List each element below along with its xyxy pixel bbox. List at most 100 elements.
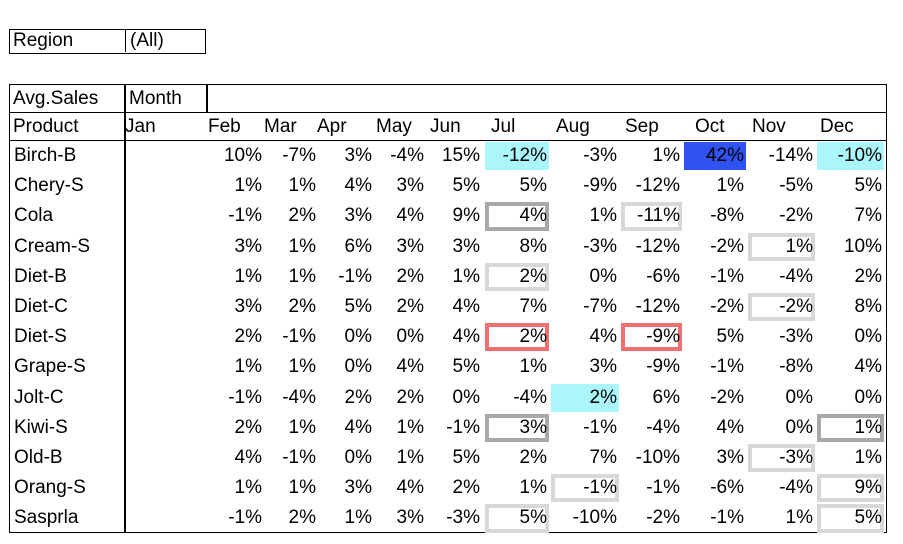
value-cell[interactable]: -1% bbox=[228, 386, 262, 408]
row-label-jolt-c[interactable]: Jolt-C bbox=[14, 386, 64, 408]
value-cell[interactable]: -1% bbox=[583, 416, 617, 438]
value-cell[interactable]: 4% bbox=[716, 416, 744, 438]
value-cell[interactable]: 9% bbox=[452, 205, 480, 227]
row-label-cola[interactable]: Cola bbox=[14, 205, 54, 227]
value-cell[interactable]: -1% bbox=[710, 265, 744, 287]
value-cell[interactable]: 1% bbox=[519, 477, 547, 499]
value-cell[interactable]: 3% bbox=[519, 416, 547, 438]
value-cell[interactable]: 2% bbox=[854, 265, 882, 287]
value-cell[interactable]: -2% bbox=[710, 386, 744, 408]
value-cell[interactable]: 1% bbox=[452, 265, 480, 287]
value-cell[interactable]: -3% bbox=[779, 326, 813, 348]
value-cell[interactable]: 1% bbox=[785, 507, 813, 529]
value-cell[interactable]: -6% bbox=[710, 477, 744, 499]
row-label-old-b[interactable]: Old-B bbox=[14, 447, 63, 468]
value-cell[interactable]: 3% bbox=[344, 477, 372, 499]
row-label-diet-c[interactable]: Diet-C bbox=[14, 296, 68, 317]
value-cell[interactable]: -1% bbox=[710, 507, 744, 529]
value-cell[interactable]: -6% bbox=[646, 265, 680, 287]
value-cell[interactable]: 0% bbox=[854, 326, 882, 348]
value-cell[interactable]: -12% bbox=[502, 145, 547, 166]
region-filter-value[interactable]: (All) bbox=[130, 30, 164, 51]
value-cell[interactable]: 10% bbox=[843, 235, 882, 257]
value-cell[interactable]: -1% bbox=[710, 356, 744, 378]
value-cell[interactable]: 1% bbox=[854, 447, 882, 468]
value-cell[interactable]: 5% bbox=[344, 296, 372, 317]
row-label-cream-s[interactable]: Cream-S bbox=[14, 235, 91, 257]
value-cell[interactable]: 3% bbox=[452, 235, 480, 257]
value-cell[interactable]: 1% bbox=[234, 356, 262, 378]
value-cell[interactable]: 2% bbox=[519, 265, 547, 287]
value-cell[interactable]: -2% bbox=[710, 296, 744, 317]
value-cell[interactable]: -1% bbox=[646, 477, 680, 499]
value-cell[interactable]: 6% bbox=[652, 386, 680, 408]
value-cell[interactable]: 2% bbox=[452, 477, 480, 499]
value-cell[interactable]: 2% bbox=[396, 296, 424, 317]
value-cell[interactable]: -14% bbox=[768, 145, 813, 166]
value-cell[interactable]: 8% bbox=[519, 235, 547, 257]
value-cell[interactable]: -1% bbox=[446, 416, 480, 438]
value-cell[interactable]: -4% bbox=[513, 386, 547, 408]
value-cell[interactable]: -9% bbox=[583, 175, 617, 197]
value-cell[interactable]: 2% bbox=[396, 265, 424, 287]
value-cell[interactable]: 8% bbox=[854, 296, 882, 317]
value-cell[interactable]: -2% bbox=[646, 507, 680, 529]
value-cell[interactable]: -7% bbox=[583, 296, 617, 317]
value-cell[interactable]: 9% bbox=[854, 477, 882, 499]
value-cell[interactable]: -4% bbox=[390, 145, 424, 166]
value-cell[interactable]: 1% bbox=[288, 265, 316, 287]
value-cell[interactable]: 3% bbox=[396, 507, 424, 529]
value-cell[interactable]: -1% bbox=[282, 326, 316, 348]
value-cell[interactable]: -4% bbox=[282, 386, 316, 408]
value-cell[interactable]: 10% bbox=[223, 145, 262, 166]
value-cell[interactable]: 15% bbox=[441, 145, 480, 166]
value-cell[interactable]: 6% bbox=[344, 235, 372, 257]
value-cell[interactable]: 5% bbox=[854, 175, 882, 197]
value-cell[interactable]: 1% bbox=[396, 447, 424, 468]
value-cell[interactable]: 5% bbox=[716, 326, 744, 348]
row-label-diet-b[interactable]: Diet-B bbox=[14, 265, 67, 287]
value-cell[interactable]: -3% bbox=[446, 507, 480, 529]
value-cell[interactable]: 3% bbox=[716, 447, 744, 468]
value-cell[interactable]: 1% bbox=[234, 175, 262, 197]
row-label-orang-s[interactable]: Orang-S bbox=[14, 477, 86, 499]
value-cell[interactable]: 0% bbox=[344, 356, 372, 378]
value-cell[interactable]: 0% bbox=[344, 326, 372, 348]
value-cell[interactable]: 2% bbox=[234, 416, 262, 438]
value-cell[interactable]: -4% bbox=[779, 477, 813, 499]
value-cell[interactable]: 1% bbox=[288, 356, 316, 378]
value-cell[interactable]: -4% bbox=[779, 265, 813, 287]
value-cell[interactable]: -1% bbox=[228, 205, 262, 227]
value-cell[interactable]: -2% bbox=[779, 205, 813, 227]
value-cell[interactable]: 5% bbox=[519, 175, 547, 197]
value-cell[interactable]: -10% bbox=[635, 447, 680, 468]
value-cell[interactable]: 42% bbox=[705, 145, 744, 166]
value-cell[interactable]: 2% bbox=[519, 447, 547, 468]
value-cell[interactable]: 2% bbox=[519, 326, 547, 348]
value-cell[interactable]: -10% bbox=[572, 507, 617, 529]
value-cell[interactable]: 4% bbox=[589, 326, 617, 348]
value-cell[interactable]: -3% bbox=[583, 235, 617, 257]
value-cell[interactable]: 4% bbox=[344, 175, 372, 197]
value-cell[interactable]: 5% bbox=[452, 447, 480, 468]
value-cell[interactable]: 0% bbox=[396, 326, 424, 348]
value-cell[interactable]: 1% bbox=[589, 205, 617, 227]
value-cell[interactable]: 1% bbox=[854, 416, 882, 438]
value-cell[interactable]: -8% bbox=[779, 356, 813, 378]
value-cell[interactable]: 4% bbox=[396, 356, 424, 378]
value-cell[interactable]: -11% bbox=[637, 205, 680, 227]
value-cell[interactable]: -2% bbox=[779, 296, 813, 317]
row-label-chery-s[interactable]: Chery-S bbox=[14, 175, 84, 197]
value-cell[interactable]: 4% bbox=[519, 205, 547, 227]
row-field-label[interactable]: Product bbox=[13, 116, 79, 137]
value-cell[interactable]: 4% bbox=[396, 477, 424, 499]
value-cell[interactable]: 0% bbox=[589, 265, 617, 287]
row-label-sasprla[interactable]: Sasprla bbox=[14, 507, 79, 529]
value-cell[interactable]: 0% bbox=[785, 416, 813, 438]
value-cell[interactable]: 2% bbox=[288, 296, 316, 317]
value-cell[interactable]: 4% bbox=[452, 296, 480, 317]
value-cell[interactable]: -9% bbox=[646, 356, 680, 378]
value-cell[interactable]: -8% bbox=[710, 205, 744, 227]
row-label-kiwi-s[interactable]: Kiwi-S bbox=[14, 416, 68, 438]
value-cell[interactable]: -12% bbox=[635, 296, 680, 317]
